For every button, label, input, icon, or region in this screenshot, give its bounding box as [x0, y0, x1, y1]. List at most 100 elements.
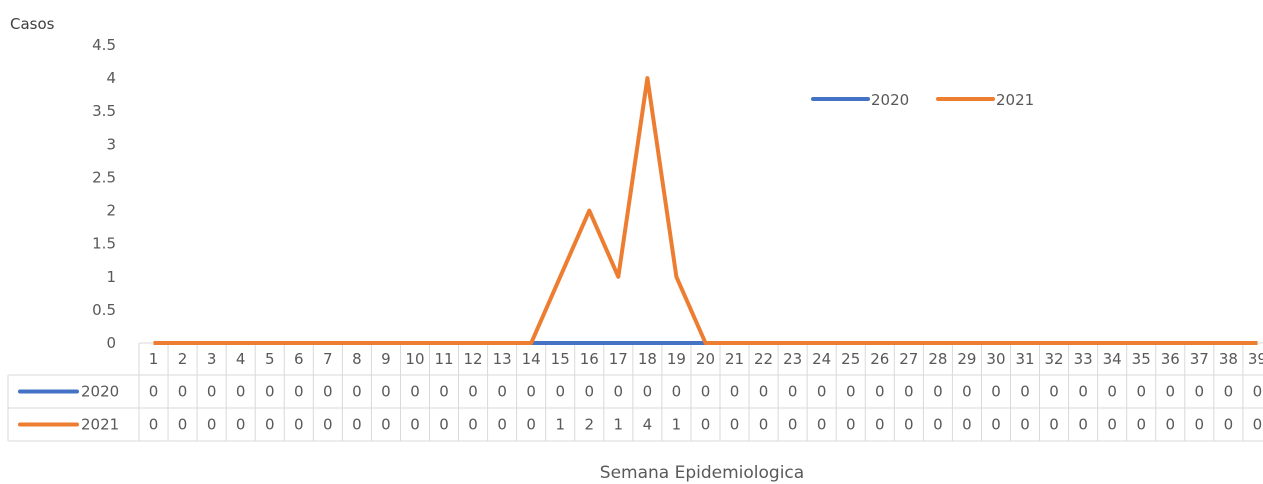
data-label: 0	[178, 416, 188, 434]
y-axis-label: Casos	[10, 15, 55, 33]
x-tick-label: 13	[493, 350, 512, 368]
data-label: 0	[643, 383, 653, 401]
data-label: 0	[410, 383, 420, 401]
table-series-name: 2021	[81, 416, 119, 434]
data-label: 0	[323, 383, 333, 401]
data-label: 1	[555, 416, 565, 434]
data-label: 0	[933, 383, 943, 401]
data-label: 0	[207, 416, 217, 434]
y-tick-label: 1.5	[92, 235, 116, 253]
data-label: 0	[991, 383, 1001, 401]
x-tick-label: 14	[522, 350, 541, 368]
data-label: 0	[149, 383, 159, 401]
data-label: 0	[526, 383, 536, 401]
data-label: 0	[410, 416, 420, 434]
data-label: 0	[178, 383, 188, 401]
data-label: 0	[1166, 416, 1176, 434]
data-label: 0	[497, 383, 507, 401]
x-tick-label: 39	[1248, 350, 1263, 368]
table-series-name: 2020	[81, 383, 119, 401]
data-label: 0	[1078, 383, 1088, 401]
data-label: 0	[149, 416, 159, 434]
data-label: 0	[614, 383, 624, 401]
x-tick-label: 9	[381, 350, 391, 368]
data-label: 0	[904, 383, 914, 401]
data-label: 0	[439, 416, 449, 434]
x-tick-label: 3	[207, 350, 217, 368]
data-label: 0	[1107, 416, 1117, 434]
y-tick-label: 3.5	[92, 102, 116, 120]
data-label: 0	[381, 416, 391, 434]
x-tick-label: 7	[323, 350, 333, 368]
x-tick-label: 12	[464, 350, 483, 368]
data-label: 0	[1253, 416, 1263, 434]
legend: 2020 2021	[811, 91, 1034, 109]
data-label: 0	[1049, 383, 1059, 401]
data-label: 0	[875, 416, 885, 434]
x-tick-label: 6	[294, 350, 304, 368]
x-tick-label: 11	[434, 350, 453, 368]
x-tick-label: 31	[1015, 350, 1034, 368]
data-label: 0	[352, 383, 362, 401]
data-label: 0	[381, 383, 391, 401]
x-tick-label: 30	[986, 350, 1005, 368]
x-tick-label: 34	[1103, 350, 1122, 368]
data-label: 0	[817, 416, 827, 434]
x-axis-label: Semana Epidemiologica	[600, 463, 804, 483]
data-label: 0	[1224, 416, 1234, 434]
data-label: 0	[352, 416, 362, 434]
data-label: 0	[788, 383, 798, 401]
data-label: 0	[468, 383, 478, 401]
data-label: 0	[1049, 416, 1059, 434]
y-tick-label: 1	[106, 268, 116, 286]
data-label: 0	[759, 383, 769, 401]
x-tick-label: 32	[1045, 350, 1064, 368]
x-tick-label: 15	[551, 350, 570, 368]
data-label: 0	[933, 416, 943, 434]
series-lines	[153, 76, 1258, 345]
x-tick-label: 23	[783, 350, 802, 368]
y-tick-label: 4	[106, 69, 116, 87]
x-tick-label: 33	[1074, 350, 1093, 368]
data-label: 0	[759, 416, 769, 434]
x-tick-label: 10	[405, 350, 424, 368]
x-tick-label: 37	[1190, 350, 1209, 368]
data-label: 0	[236, 383, 246, 401]
data-label: 0	[265, 416, 275, 434]
data-label: 0	[730, 416, 740, 434]
x-tick-label: 1	[149, 350, 159, 368]
data-label: 1	[614, 416, 624, 434]
y-axis-ticks: 0 0.5 1 1.5 2 2.5 3 3.5 4 4.5	[92, 36, 116, 352]
data-label: 0	[1195, 416, 1205, 434]
data-label: 0	[468, 416, 478, 434]
x-tick-label: 21	[725, 350, 744, 368]
data-label: 4	[643, 416, 653, 434]
data-label: 0	[730, 383, 740, 401]
x-tick-label: 27	[899, 350, 918, 368]
x-tick-label: 20	[696, 350, 715, 368]
data-label: 0	[323, 416, 333, 434]
data-label: 0	[962, 383, 972, 401]
data-label: 0	[294, 383, 304, 401]
x-tick-label: 8	[352, 350, 362, 368]
data-label: 0	[846, 416, 856, 434]
data-label: 0	[207, 383, 217, 401]
data-label: 0	[294, 416, 304, 434]
data-label: 0	[904, 416, 914, 434]
data-label: 0	[1107, 383, 1117, 401]
data-label: 0	[817, 383, 827, 401]
x-tick-label: 36	[1161, 350, 1180, 368]
x-tick-label: 17	[609, 350, 628, 368]
y-tick-label: 2.5	[92, 168, 116, 186]
data-label: 0	[1136, 383, 1146, 401]
y-tick-label: 0	[106, 334, 116, 352]
x-tick-label: 4	[236, 350, 246, 368]
data-label: 1	[672, 416, 682, 434]
x-tick-label: 29	[957, 350, 976, 368]
data-label: 0	[672, 383, 682, 401]
data-label: 0	[846, 383, 856, 401]
data-label: 0	[701, 383, 711, 401]
data-label: 0	[497, 416, 507, 434]
data-label: 0	[1166, 383, 1176, 401]
